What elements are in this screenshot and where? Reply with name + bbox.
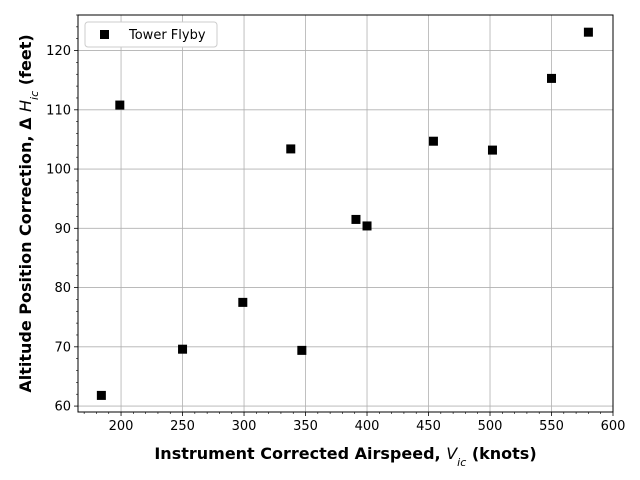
x-tick-label: 450	[416, 419, 441, 434]
x-tick-label: 550	[539, 419, 564, 434]
y-tick-label: 70	[54, 340, 71, 355]
plot-area-frame	[77, 14, 614, 413]
data-point	[96, 390, 106, 400]
data-point	[286, 144, 296, 154]
x-tick-label: 200	[109, 419, 134, 434]
y-axis-title: Altitude Position Correction, Δ Hic (fee…	[16, 34, 41, 392]
legend: Tower Flyby	[84, 21, 218, 48]
legend-box	[84, 21, 218, 48]
data-point	[238, 297, 248, 307]
x-tick-label: 600	[601, 419, 626, 434]
legend-label: Tower Flyby	[128, 28, 206, 43]
data-points	[96, 27, 593, 400]
y-tick-label: 100	[46, 163, 71, 178]
x-tick-label: 250	[170, 419, 195, 434]
grid-lines	[78, 15, 614, 412]
axis-ticks: 200 250 300 350 400 450 500 550 600 60 70 80 90 100 11…	[46, 14, 626, 434]
y-tick-label: 110	[46, 103, 71, 118]
data-point	[583, 27, 593, 37]
data-point	[428, 136, 438, 146]
y-tick-label: 120	[46, 44, 71, 59]
data-point	[547, 73, 557, 83]
data-point	[115, 100, 125, 110]
data-point	[178, 344, 188, 354]
data-point	[351, 214, 361, 224]
y-tick-label: 80	[54, 281, 71, 296]
legend-marker	[100, 30, 109, 39]
x-tick-label: 300	[232, 419, 257, 434]
y-tick-label: 90	[54, 222, 71, 237]
y-tick-label: 60	[54, 400, 71, 415]
x-tick-label: 500	[478, 419, 503, 434]
x-tick-label: 350	[293, 419, 318, 434]
data-point	[487, 145, 497, 155]
x-axis-title: Instrument Corrected Airspeed, Vic (knot…	[154, 444, 536, 469]
x-tick-label: 400	[355, 419, 380, 434]
data-point	[297, 345, 307, 355]
data-point	[362, 221, 372, 231]
